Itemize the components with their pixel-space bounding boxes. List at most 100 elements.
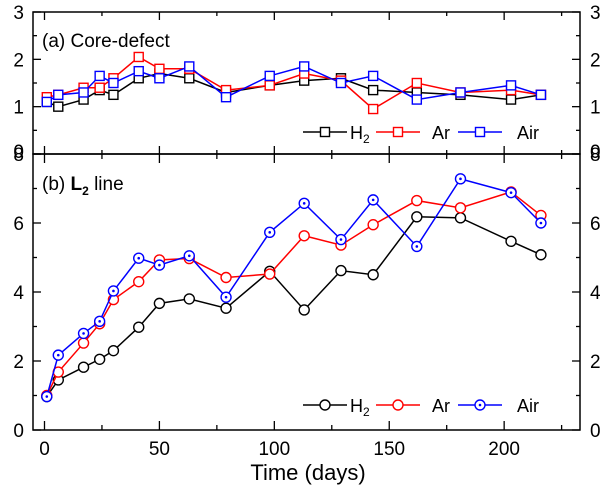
data-point [78, 87, 89, 98]
data-point [133, 321, 145, 333]
data-point [154, 63, 165, 75]
data-point [107, 344, 120, 357]
data-point [367, 84, 379, 96]
panel-core-defect: 0 0 1 1 2 2 3 3 (a) Core-defect H2 Ar Air [13, 3, 600, 163]
x-axis-title: Time (days) [250, 460, 365, 485]
data-point [411, 211, 423, 223]
data-point [184, 61, 195, 72]
data-point [133, 65, 144, 77]
data-point [535, 249, 547, 261]
data-point-dot [509, 191, 513, 194]
y-tick-label-right: 3 [590, 3, 600, 24]
y-tick-label-right: 4 [590, 283, 600, 304]
data-point [367, 70, 379, 82]
panel-title: (a) Core-defect [42, 31, 170, 52]
y-tick-label-right: 8 [590, 145, 600, 166]
y-tick-label: 6 [13, 214, 24, 235]
data-point [367, 219, 379, 231]
data-point [77, 361, 90, 373]
x-tick-label: 50 [149, 439, 170, 460]
y-tick-label-right: 0 [590, 421, 600, 442]
data-point [41, 96, 52, 108]
x-tick-label: 150 [373, 439, 405, 460]
data-point-dot [158, 263, 161, 267]
data-point-dot [371, 198, 375, 202]
legend-label-ar: Ar [432, 396, 450, 416]
data-point [505, 235, 517, 247]
data-point [455, 87, 466, 98]
legend-label-ar: Ar [432, 123, 450, 143]
series-line-h2 [46, 216, 542, 397]
data-point-dot [415, 245, 419, 248]
series-line-ar [46, 191, 542, 396]
y-tick-label-right: 2 [590, 352, 600, 373]
series-line-air [46, 177, 542, 397]
data-point [298, 304, 310, 316]
data-point-dot [459, 177, 462, 181]
data-point-dot [98, 320, 101, 323]
data-point-dot [302, 202, 306, 205]
data-point [505, 80, 517, 91]
legend-marker [392, 399, 404, 411]
y-tick-label: 0 [13, 421, 24, 442]
data-point [220, 91, 232, 103]
data-point [183, 293, 195, 305]
data-point [77, 337, 90, 349]
y-tick-label: 0 [13, 142, 24, 163]
data-point [53, 89, 64, 101]
data-point [220, 302, 232, 314]
data-point [220, 271, 232, 284]
x-tick-label: 200 [488, 439, 520, 460]
data-point [264, 70, 275, 82]
data-point-dot [187, 254, 191, 258]
y-tick-label-right: 2 [590, 50, 600, 71]
data-point-dot [268, 231, 272, 234]
legend-marker [319, 126, 331, 138]
data-point [454, 202, 467, 214]
data-point [298, 230, 310, 242]
y-tick-label: 3 [13, 3, 24, 24]
y-tick-label: 1 [13, 98, 24, 119]
y-tick-label-right: 1 [590, 98, 600, 119]
data-point [264, 268, 276, 280]
legend-label-h2: H2 [350, 123, 370, 146]
y-tick-label-right: 0 [590, 142, 600, 163]
legend-marker-dot [478, 403, 482, 407]
legend-marker [474, 126, 486, 138]
data-point [133, 51, 144, 63]
y-tick-label: 8 [13, 145, 24, 166]
x-tick-label: 0 [39, 439, 50, 460]
series-line-h2 [46, 72, 542, 108]
data-point-dot [56, 353, 60, 357]
data-point [411, 194, 423, 207]
data-point [108, 89, 119, 101]
y-tick-label: 2 [13, 50, 24, 71]
legend-label-air: Air [517, 123, 539, 143]
data-point [411, 94, 423, 105]
y-tick-label: 2 [13, 352, 24, 373]
data-point [184, 73, 195, 84]
legend-marker [392, 126, 404, 138]
data-point [153, 297, 166, 310]
data-point-dot [82, 332, 85, 335]
data-point-dot [112, 289, 115, 293]
data-point [94, 82, 105, 93]
panel-title: (b) L2 line [42, 174, 124, 198]
series-line-ar [46, 56, 542, 110]
legend-marker [319, 399, 331, 411]
data-point [335, 77, 347, 89]
y-tick-label-right: 6 [590, 214, 600, 235]
data-point [299, 61, 310, 72]
data-point [535, 89, 547, 101]
data-point [367, 103, 379, 115]
legend-label-air: Air [517, 396, 539, 416]
data-point [108, 77, 119, 89]
data-point [264, 80, 275, 91]
data-point [505, 94, 517, 105]
legend-label-h2: H2 [350, 396, 370, 419]
x-tick-label: 100 [258, 439, 290, 460]
y-tick-label: 4 [13, 283, 24, 304]
data-point [411, 77, 423, 89]
